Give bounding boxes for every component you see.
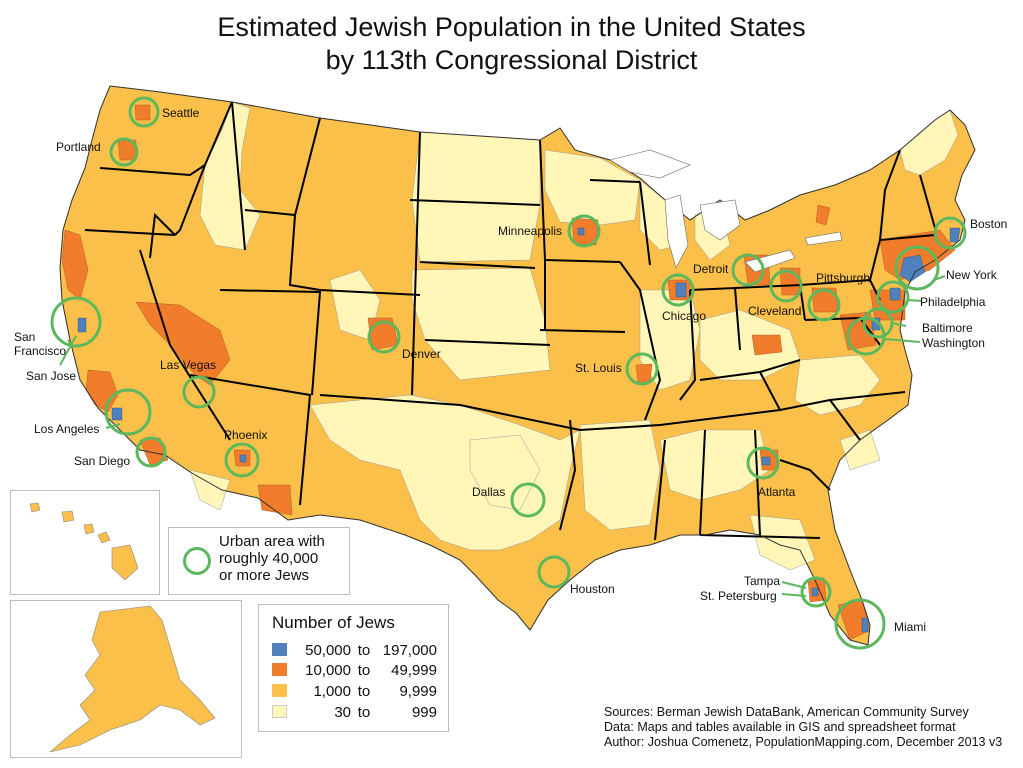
label-los-angeles: Los Angeles (34, 422, 100, 436)
alaska-inset (10, 600, 242, 758)
ring-cleveland (769, 269, 803, 303)
label-portland: Portland (56, 140, 101, 154)
label-las-vegas: Las Vegas (160, 358, 217, 372)
label-cleveland: Cleveland (748, 304, 802, 318)
label-denver: Denver (402, 347, 441, 361)
ring-miami (834, 598, 886, 650)
label-boston: Boston (970, 217, 1008, 231)
ring-houston (537, 555, 571, 589)
urban-rings (50, 96, 967, 650)
legend-row: 50,000 to 197,000 (272, 642, 437, 659)
label-pittsburgh: Pittsburgh (816, 271, 871, 285)
label-san-francisco: San Francisco (14, 330, 67, 358)
legend-hi: 999 (411, 704, 437, 721)
title-line-2: by 113th Congressional District (325, 45, 698, 75)
legend-swatch (272, 663, 287, 676)
us-outline (59, 85, 976, 646)
urban-area-key: Urban area with roughly 40,000 or more J… (168, 527, 350, 595)
ring-washington (846, 316, 886, 356)
label-phoenix: Phoenix (224, 428, 268, 442)
ring-phoenix (224, 442, 260, 478)
alaska (49, 605, 216, 753)
legend-to: to (357, 642, 371, 659)
legend-to: to (357, 662, 371, 679)
label-st-louis: St. Louis (575, 361, 622, 375)
ring-boston (933, 216, 967, 250)
urban-ring-swatch (183, 547, 211, 575)
legend-swatch (272, 684, 287, 697)
ring-detroit (731, 253, 765, 287)
ring-minneapolis (567, 214, 601, 248)
label-st-petersburg: St. Petersburg (700, 589, 777, 603)
sources-block: Sources: Berman Jewish DataBank, America… (604, 705, 1002, 750)
ring-tampa (800, 576, 832, 608)
legend-row: 30 to 999 (272, 704, 437, 721)
legend-swatch (272, 705, 287, 718)
label-washington: Washington (922, 336, 985, 350)
label-baltimore: Baltimore (922, 321, 973, 335)
legend-lo: 10,000 (305, 662, 351, 679)
label-minneapolis: Minneapolis (498, 224, 563, 238)
label-tampa: Tampa (744, 574, 781, 588)
label-detroit: Detroit (693, 262, 729, 276)
label-san-jose: San Jose (26, 369, 77, 383)
ring-newyork (894, 245, 940, 291)
ring-stlouis (625, 352, 659, 386)
legend-lo: 1,000 (313, 683, 351, 700)
legend-row: 1,000 to 9,999 (272, 683, 437, 700)
ring-pittsburgh (807, 288, 841, 322)
label-philadelphia: Philadelphia (920, 295, 986, 309)
label-miami: Miami (894, 620, 926, 634)
label-san-diego: San Diego (74, 454, 131, 468)
pale-regions (189, 101, 959, 571)
title-line-1: Estimated Jewish Population in the Unite… (217, 12, 806, 42)
urban-area-note: Urban area with roughly 40,000 or more J… (219, 533, 325, 584)
leader-lines (59, 275, 946, 597)
legend-hi: 197,000 (382, 642, 437, 659)
ring-chicago (661, 273, 695, 307)
sources-line: Sources: Berman Jewish DataBank, America… (604, 705, 969, 719)
label-atlanta: Atlanta (758, 485, 796, 499)
label-seattle: Seattle (162, 106, 200, 120)
label-dallas: Dallas (472, 485, 506, 499)
legend-to: to (357, 683, 371, 700)
legend-row: 10,000 to 49,999 (272, 662, 437, 679)
data-line: Data: Maps and tables available in GIS a… (604, 720, 956, 734)
label-new-york: New York (946, 268, 997, 282)
hawaii-inset (10, 490, 160, 595)
legend-lo: 30 (334, 704, 351, 721)
great-lakes (609, 149, 843, 273)
legend-hi: 49,999 (391, 662, 437, 679)
legend-hi: 9,999 (399, 683, 437, 700)
ring-seattle (128, 96, 160, 128)
ring-dallas (510, 482, 546, 518)
author-line: Author: Joshua Comenetz, PopulationMappi… (604, 735, 1003, 749)
ring-sf (50, 296, 102, 348)
state-borders (84, 101, 936, 541)
label-houston: Houston (570, 582, 615, 596)
legend-swatch (272, 643, 287, 656)
ring-philadelphia (876, 280, 910, 314)
ring-la (104, 388, 152, 436)
label-chicago: Chicago (662, 309, 707, 323)
legend-to: to (357, 704, 371, 721)
legend: Number of Jews 50,000 to 197,000 10,000 to 4… (258, 604, 449, 732)
ring-atlanta (746, 446, 780, 480)
ring-lasvegas (182, 375, 216, 409)
legend-title: Number of Jews (272, 613, 395, 632)
ring-portland (109, 137, 139, 167)
ring-denver (367, 320, 401, 354)
blue-regions (77, 227, 961, 633)
legend-lo: 50,000 (305, 642, 351, 659)
ring-sandiego (135, 436, 167, 468)
hawaii (29, 502, 139, 581)
